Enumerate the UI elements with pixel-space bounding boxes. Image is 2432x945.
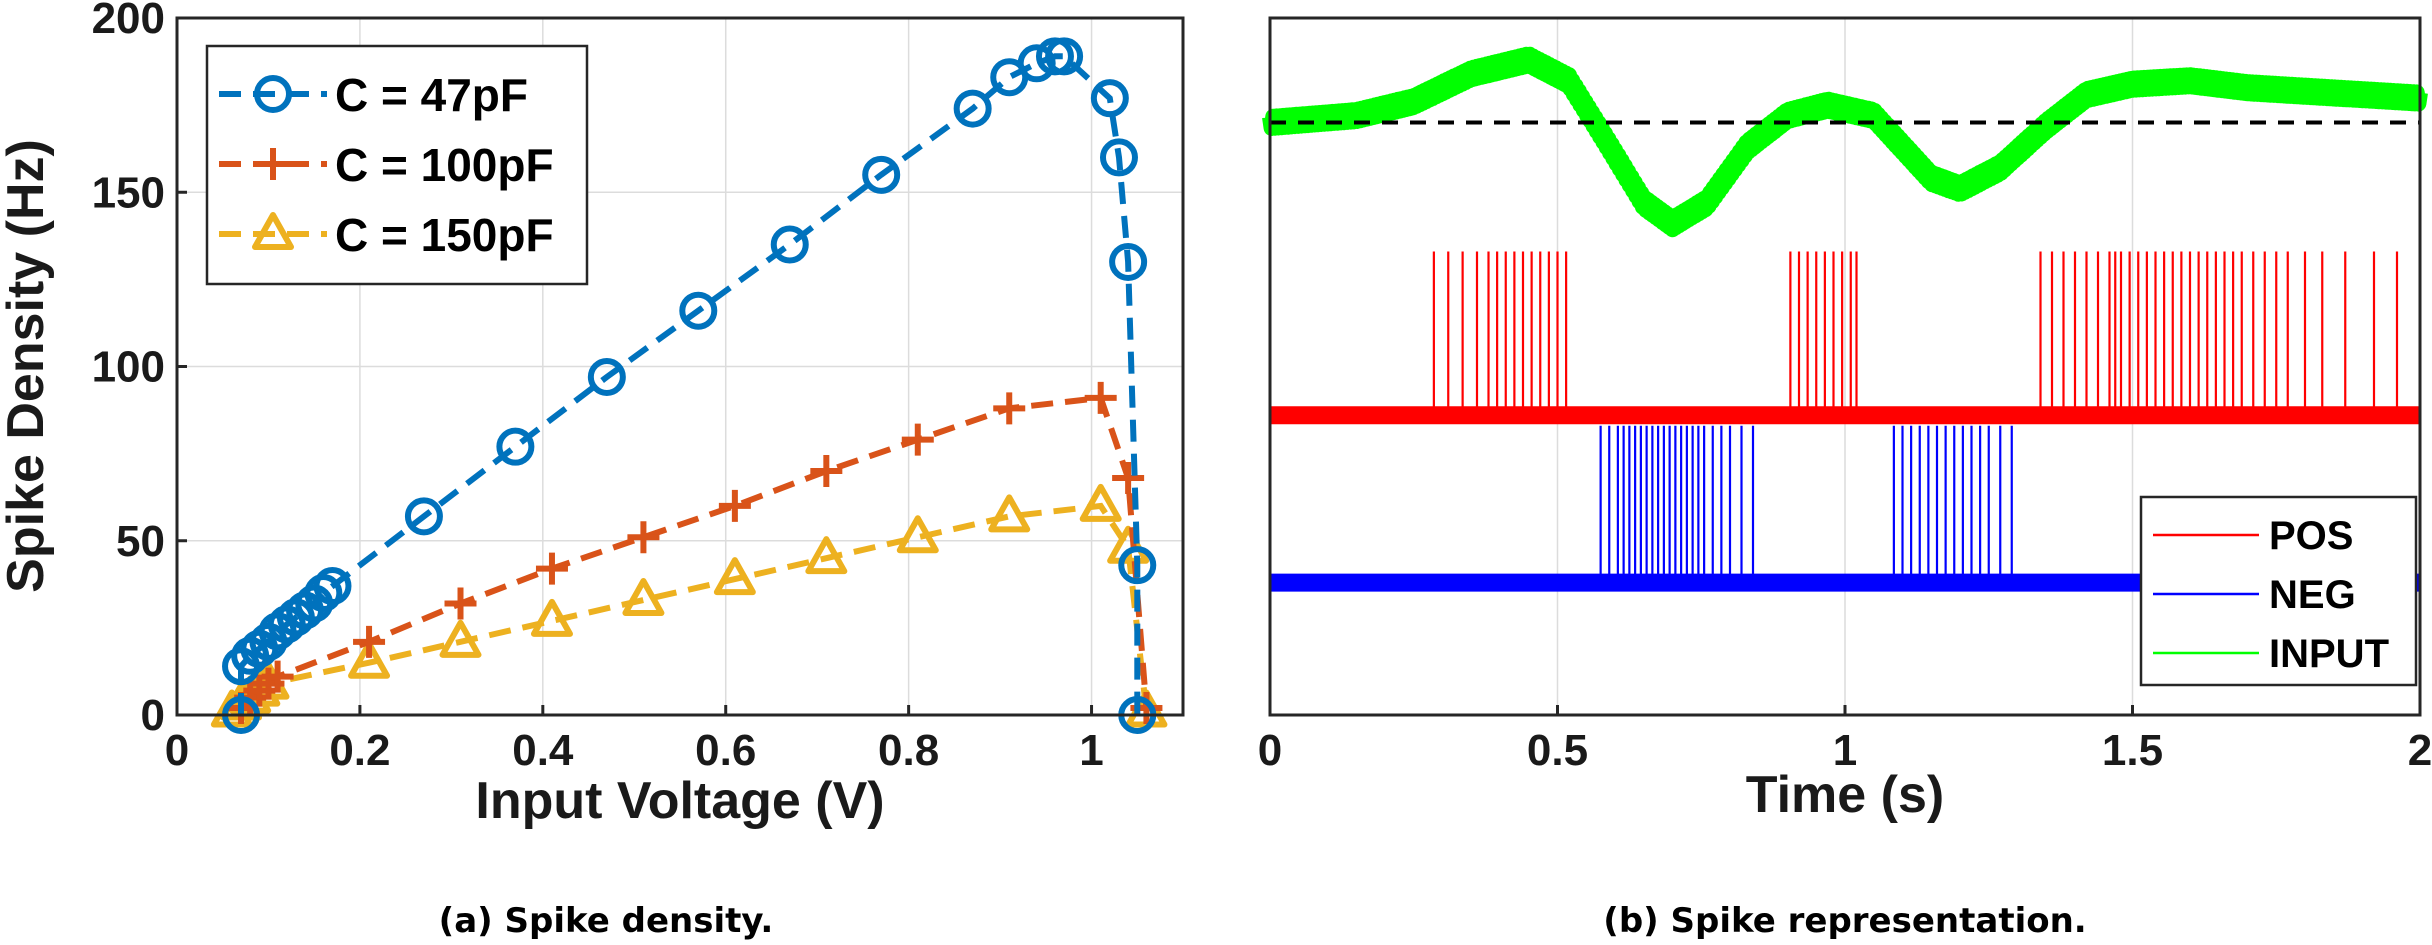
- panel-b-x-tick-label: 1: [1833, 726, 1857, 775]
- panel-a-data-point: [718, 489, 751, 522]
- panel-a-data-point: [1109, 242, 1148, 281]
- panel-b-x-tick-label: 0.5: [1527, 726, 1588, 775]
- panel-b-legend-label: NEG: [2269, 573, 2356, 617]
- panel-b-ticks: 0 0.5 1 1.5 2: [1258, 705, 2432, 775]
- panel-a-legend-label: C = 100pF: [335, 139, 554, 191]
- panel-a-series: [210, 37, 1168, 734]
- panel-a-y-tick-label: 0: [141, 691, 165, 740]
- panel-a-x-tick-label: 0.6: [695, 726, 756, 775]
- panel-a-data-point: [805, 536, 848, 575]
- panel-a-series-line: [230, 502, 1150, 714]
- panel-a-legend-marker: [252, 212, 294, 250]
- panel-a-y-tick-label: 200: [92, 0, 165, 43]
- panel-a-y-tick-label: 100: [92, 343, 165, 392]
- panel-a-data-point: [530, 598, 573, 637]
- panel-a-data-point: [1112, 462, 1145, 495]
- panel-a-data-point: [627, 521, 660, 554]
- panel-a-data-point: [988, 494, 1031, 533]
- panel-a-x-tick-label: 0: [165, 726, 189, 775]
- panel-a-legend-label: C = 150pF: [335, 209, 554, 261]
- panel-b-series-pos: [1270, 251, 2420, 425]
- panel-a-series-plus: [225, 381, 1163, 725]
- panel-a-data-point: [770, 225, 809, 264]
- panel-b-x-tick-label: 2: [2408, 726, 2432, 775]
- panel-b-legend-label: POS: [2269, 514, 2353, 558]
- panel-a-data-point: [993, 392, 1026, 425]
- panel-a-data-point: [622, 577, 665, 616]
- panel-a-data-point: [896, 515, 939, 554]
- panel-a-data-point: [862, 155, 901, 194]
- panel-a-caption: (a) Spike density.: [439, 901, 774, 941]
- panel-a-series-line: [238, 53, 1141, 715]
- panel-a-data-point: [953, 89, 992, 128]
- panel-a-x-tick-label: 0.4: [512, 726, 574, 775]
- panel-a-data-point: [587, 357, 626, 396]
- panel-a-x-tick-label: 1: [1079, 726, 1103, 775]
- panel-a-y-tick-label: 150: [92, 168, 165, 217]
- panel-b-series-input: [1262, 46, 2428, 238]
- panel-a-y-axis-label: Spike Density (Hz): [0, 139, 55, 593]
- panel-a-data-point: [713, 557, 756, 596]
- panel-a-data-point: [304, 574, 343, 613]
- panel-a-legend-label: C = 47pF: [335, 69, 528, 121]
- panel-a-y-tick-label: 50: [116, 517, 165, 566]
- panel-a-data-point: [439, 619, 482, 658]
- panel-a-data-point: [1079, 483, 1122, 522]
- panel-a-data-point: [348, 640, 391, 679]
- panel-a-data-point: [1090, 79, 1129, 118]
- panel-b-x-axis-label: Time (s): [1746, 766, 1944, 824]
- panel-a-legend-marker: [254, 75, 292, 113]
- panel-a-data-point: [810, 455, 843, 488]
- panel-a-spike-density: 0 0.2 0.4 0.6 0.8 1 0 50 100 150 200 Input Voltage…: [0, 0, 1185, 941]
- panel-a-data-point: [444, 587, 477, 620]
- panel-a-data-point: [1118, 546, 1157, 585]
- panel-a-data-point: [496, 427, 535, 466]
- panel-a-x-tick-label: 0.8: [878, 726, 939, 775]
- panel-a-data-point: [901, 423, 934, 456]
- panel-a-data-point: [1045, 37, 1084, 76]
- panel-a-data-point: [679, 291, 718, 330]
- panel-a-legend-marker: [257, 148, 289, 180]
- panel-b-legend-label: INPUT: [2269, 632, 2389, 676]
- panel-b-x-tick-label: 0: [1258, 726, 1282, 775]
- panel-a-data-point: [1107, 525, 1150, 564]
- panel-a-data-point: [261, 660, 294, 693]
- panel-a-data-point: [1099, 138, 1138, 177]
- panel-b-caption: (b) Spike representation.: [1603, 901, 2086, 941]
- panel-a-data-point: [313, 567, 352, 606]
- panel-a-x-axis-label: Input Voltage (V): [475, 772, 884, 830]
- panel-a-data-point: [1084, 381, 1117, 414]
- panel-b-legend: POS NEG INPUT: [2139, 495, 2418, 687]
- panel-b-x-tick-label: 1.5: [2102, 726, 2163, 775]
- panel-b-input-trace: [1262, 46, 2428, 238]
- panel-a-data-point: [535, 552, 568, 585]
- panel-a-series-line: [238, 394, 1150, 710]
- panel-a-ticks: 0 0.2 0.4 0.6 0.8 1 0 50 100 150 200: [92, 0, 1104, 775]
- panel-a-legend: C = 47pF C = 100pF C = 150pF: [205, 44, 589, 286]
- panel-a-data-point: [353, 625, 386, 658]
- panel-a-x-tick-label: 0.2: [329, 726, 390, 775]
- panel-a-data-point: [404, 497, 443, 536]
- panel-b-spike-representation: 0 0.5 1 1.5 2 Time (s) POS NEG INPUT (b) Spike…: [1258, 16, 2432, 941]
- panel-a-series-circle: [222, 37, 1157, 734]
